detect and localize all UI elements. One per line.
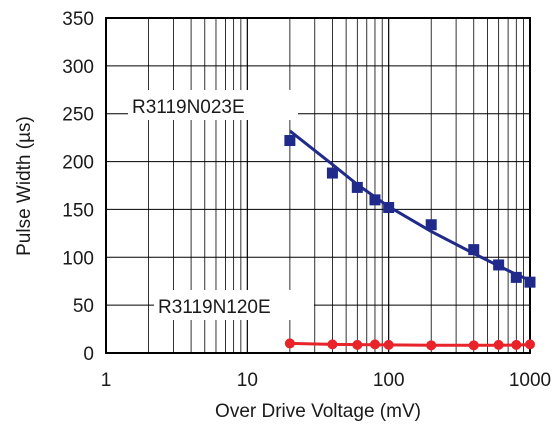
data-point-circle [383,339,394,350]
series-label-bg [154,290,314,320]
y-tick-label: 150 [62,200,94,221]
data-point-circle [511,339,522,350]
series-label: R3119N120E [158,297,271,318]
x-tick-label: 1 [101,370,112,391]
y-tick-label: 50 [73,296,94,317]
data-point-square [524,276,536,288]
data-point-circle [525,339,535,350]
data-point-circle [493,339,504,350]
data-point-square [326,167,338,179]
trend-line [289,341,531,347]
data-point-square [493,259,505,271]
data-point-circle [284,338,295,349]
x-tick-label: 10 [237,370,258,391]
series-layer [284,129,536,351]
tick-labels: 1 10 100 1000 0 50 100 150 200 250 300 350 [62,9,551,391]
y-axis-title: Pulse Width (µs) [14,116,35,256]
y-tick-label: 100 [62,248,94,269]
y-tick-label: 300 [62,57,94,78]
plot-frame [105,17,531,354]
data-point-circle [327,339,338,350]
trend-line [288,129,531,282]
y-tick-label: 0 [83,344,94,365]
data-point-square [351,181,363,193]
y-tick-label: 250 [62,105,94,126]
data-point-square [284,135,296,147]
data-point-square [383,202,395,214]
data-point-circle [468,340,479,351]
y-tick-label: 200 [62,153,94,174]
data-point-circle [426,340,437,351]
data-point-square [468,244,480,256]
x-tick-label: 1000 [509,370,551,391]
data-point-square [510,271,522,283]
data-point-square [425,219,437,231]
data-point-circle [352,339,363,350]
series-labels: R3119N023E R3119N120E [128,90,314,320]
x-tick-label: 100 [373,370,405,391]
data-point-square [369,194,381,206]
y-tick-label: 350 [62,9,94,30]
x-axis-title: Over Drive Voltage (mV) [215,401,421,422]
data-point-circle [369,339,380,350]
series-label: R3119N023E [132,97,245,118]
series-label-bg [128,90,298,120]
